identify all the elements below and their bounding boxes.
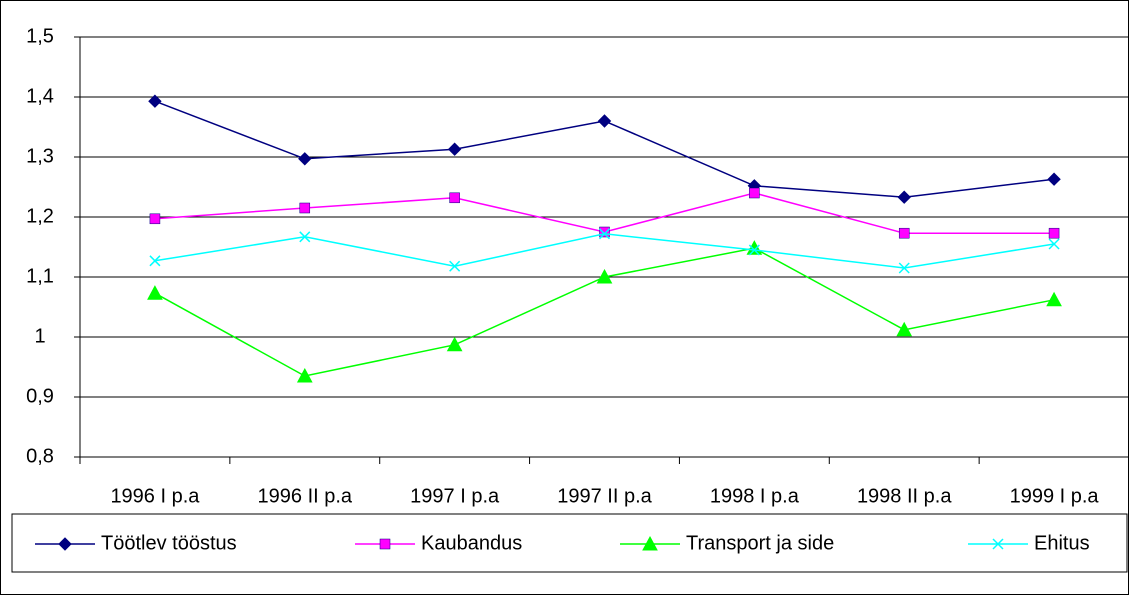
x-tick-label: 1998 I p.a	[710, 485, 800, 507]
marker	[149, 255, 161, 267]
x-tick-label: 1996 I p.a	[110, 485, 200, 507]
marker	[749, 187, 760, 199]
y-tick-label: 1,1	[26, 265, 54, 287]
marker	[299, 202, 311, 214]
marker	[896, 321, 913, 337]
marker	[449, 260, 461, 272]
marker	[1048, 227, 1060, 239]
marker	[898, 262, 910, 274]
marker	[298, 152, 312, 166]
marker	[897, 190, 911, 204]
marker	[299, 231, 311, 243]
marker	[642, 535, 658, 551]
marker	[449, 192, 460, 204]
legend-label: Transport ja side	[686, 532, 834, 554]
marker	[296, 367, 313, 383]
legend-label: Ehitus	[1034, 532, 1090, 554]
marker	[1047, 172, 1061, 186]
legend-label: Töötlev tööstus	[101, 532, 237, 554]
y-tick-label: 1	[34, 325, 45, 347]
marker	[1048, 238, 1060, 250]
marker	[149, 213, 161, 225]
x-tick-label: 1999 I p.a	[1010, 485, 1100, 507]
marker	[446, 336, 463, 352]
marker	[148, 94, 162, 108]
x-tick-label: 1998 II p.a	[857, 485, 952, 507]
y-tick-label: 1,4	[26, 85, 54, 107]
y-tick-label: 0,8	[26, 445, 54, 467]
marker	[597, 114, 612, 128]
legend-box	[11, 513, 1128, 573]
x-tick-label: 1996 II p.a	[258, 485, 353, 507]
marker	[992, 538, 1004, 550]
marker	[599, 226, 610, 238]
x-tick-label: 1997 I p.a	[410, 485, 500, 507]
marker	[598, 228, 611, 240]
marker	[379, 538, 391, 550]
legend-label: Kaubandus	[421, 532, 522, 554]
marker	[58, 537, 72, 551]
y-tick-label: 1,2	[26, 205, 54, 227]
marker	[898, 227, 910, 239]
marker	[447, 142, 462, 156]
y-tick-label: 1,3	[26, 145, 54, 167]
x-tick-label: 1997 II p.a	[557, 485, 652, 507]
marker	[1046, 291, 1062, 307]
marker	[748, 244, 760, 256]
y-tick-label: 0,9	[26, 385, 54, 407]
y-tick-label: 1,5	[26, 25, 54, 47]
marker	[596, 268, 613, 284]
marker	[147, 285, 163, 300]
